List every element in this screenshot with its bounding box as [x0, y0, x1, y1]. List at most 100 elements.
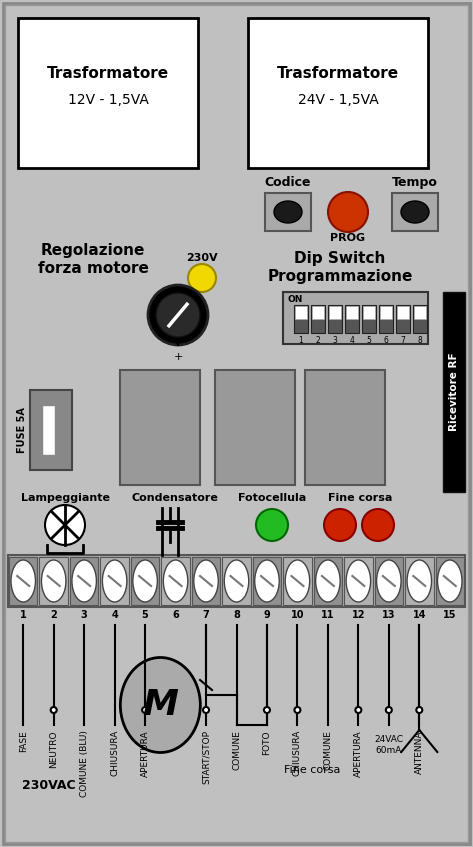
Bar	[161, 557, 190, 605]
Ellipse shape	[120, 657, 201, 752]
Text: 14: 14	[412, 610, 426, 620]
Ellipse shape	[42, 560, 66, 602]
Text: 7: 7	[202, 610, 210, 620]
Bar	[344, 557, 373, 605]
Bar	[392, 193, 438, 231]
Text: Condensatore: Condensatore	[131, 493, 219, 503]
Text: COMUNE: COMUNE	[232, 730, 241, 770]
Text: Fine corsa: Fine corsa	[328, 493, 392, 503]
Bar	[294, 305, 308, 333]
Text: 3: 3	[81, 610, 88, 620]
Text: 4: 4	[350, 335, 354, 345]
Text: CHIUSURA: CHIUSURA	[293, 730, 302, 777]
Bar	[436, 557, 464, 605]
Text: M: M	[142, 688, 178, 722]
Bar	[443, 292, 465, 492]
Text: Codice: Codice	[265, 175, 311, 189]
Bar	[328, 305, 342, 333]
Text: 12: 12	[351, 610, 365, 620]
Text: Trasformatore: Trasformatore	[277, 65, 399, 80]
Text: FASE: FASE	[19, 730, 28, 752]
Text: Dip Switch: Dip Switch	[294, 251, 385, 265]
Ellipse shape	[285, 560, 310, 602]
Text: ON: ON	[287, 295, 302, 303]
Bar	[413, 305, 427, 333]
Circle shape	[264, 707, 270, 713]
Text: Programmazione: Programmazione	[267, 268, 412, 284]
Text: 9: 9	[263, 610, 271, 620]
Bar	[405, 557, 434, 605]
Ellipse shape	[194, 560, 218, 602]
Ellipse shape	[315, 560, 340, 602]
Bar	[18, 18, 198, 168]
Ellipse shape	[438, 560, 462, 602]
Bar	[312, 306, 324, 319]
Text: APERTURA: APERTURA	[140, 730, 149, 777]
Text: START/STOP: START/STOP	[201, 730, 210, 784]
Bar	[39, 557, 68, 605]
Bar	[397, 306, 409, 319]
Circle shape	[45, 505, 85, 545]
Circle shape	[416, 707, 422, 713]
Bar	[345, 305, 359, 333]
Bar	[131, 557, 159, 605]
Circle shape	[294, 707, 300, 713]
Circle shape	[355, 707, 361, 713]
Circle shape	[256, 509, 288, 541]
Text: 13: 13	[382, 610, 395, 620]
Text: +: +	[173, 352, 183, 362]
Bar	[215, 370, 295, 485]
Text: APERTURA: APERTURA	[354, 730, 363, 777]
Bar	[311, 305, 325, 333]
Ellipse shape	[224, 560, 249, 602]
Circle shape	[188, 264, 216, 292]
Text: CHIUSURA: CHIUSURA	[110, 730, 119, 777]
Bar	[379, 305, 393, 333]
Bar	[414, 306, 426, 319]
Bar	[222, 557, 251, 605]
Ellipse shape	[11, 560, 35, 602]
Circle shape	[203, 707, 209, 713]
Text: 15: 15	[443, 610, 456, 620]
Text: NEUTRO: NEUTRO	[49, 730, 58, 767]
Circle shape	[324, 509, 356, 541]
Text: 12V - 1,5VA: 12V - 1,5VA	[68, 93, 149, 107]
Circle shape	[386, 707, 392, 713]
Text: 7: 7	[401, 335, 405, 345]
Ellipse shape	[407, 560, 431, 602]
Text: 5: 5	[142, 610, 149, 620]
Ellipse shape	[163, 560, 188, 602]
Text: 10: 10	[291, 610, 304, 620]
Text: 24V - 1,5VA: 24V - 1,5VA	[298, 93, 378, 107]
Text: Trasformatore: Trasformatore	[47, 65, 169, 80]
Text: 5: 5	[367, 335, 371, 345]
Bar	[314, 557, 342, 605]
Bar	[248, 18, 428, 168]
Circle shape	[328, 192, 368, 232]
Bar	[375, 557, 403, 605]
Text: Regolazione: Regolazione	[41, 242, 145, 257]
Ellipse shape	[274, 201, 302, 223]
Text: 1: 1	[298, 335, 303, 345]
Text: 230VAC: 230VAC	[22, 778, 76, 791]
Text: 3: 3	[333, 335, 337, 345]
Bar	[380, 306, 392, 319]
Text: 230V: 230V	[186, 253, 218, 263]
Bar	[346, 306, 358, 319]
Text: COMUNE: COMUNE	[324, 730, 333, 770]
Bar	[253, 557, 281, 605]
Text: 2: 2	[315, 335, 320, 345]
Text: Lampeggiante: Lampeggiante	[20, 493, 110, 503]
Bar	[120, 370, 200, 485]
Text: 11: 11	[321, 610, 335, 620]
Bar	[265, 193, 311, 231]
Bar	[329, 306, 341, 319]
Text: 24VAC
60mA: 24VAC 60mA	[374, 735, 403, 755]
Bar	[283, 292, 428, 344]
Text: 2: 2	[50, 610, 57, 620]
Bar	[363, 306, 375, 319]
Ellipse shape	[133, 560, 158, 602]
Text: PROG: PROG	[331, 233, 366, 243]
Bar	[8, 555, 465, 607]
Text: forza motore: forza motore	[37, 261, 149, 275]
